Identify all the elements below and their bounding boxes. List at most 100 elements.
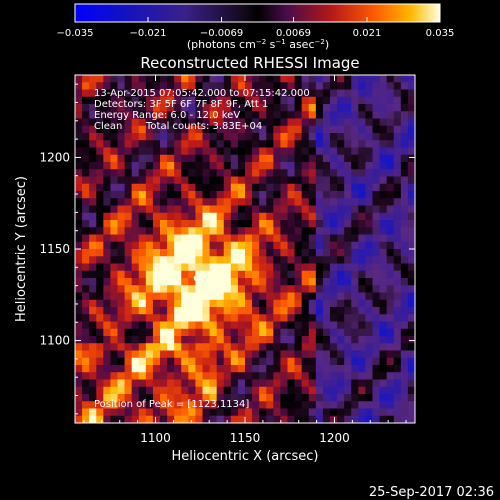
heatmap-cell (174, 205, 182, 214)
heatmap-cell (358, 249, 366, 257)
heatmap-cell (188, 307, 196, 315)
heatmap-cell (365, 140, 373, 148)
heatmap-cell (181, 162, 189, 170)
heatmap-cell (322, 96, 331, 105)
heatmap-cell (393, 96, 402, 105)
heatmap-cell (400, 401, 409, 409)
heatmap-cell (379, 191, 388, 199)
heatmap-cell (145, 299, 154, 308)
heatmap-cell (315, 249, 324, 257)
heatmap-cell (308, 408, 317, 417)
heatmap-cell (294, 169, 303, 177)
heatmap-cell (266, 75, 274, 83)
heatmap-cell (245, 343, 253, 351)
heatmap-cell (138, 365, 147, 373)
heatmap-cell (287, 212, 295, 221)
heatmap-cell (110, 299, 118, 308)
heatmap-cell (89, 343, 97, 351)
heatmap-cell (82, 314, 90, 322)
heatmap-cell (372, 205, 380, 214)
heatmap-cell (160, 379, 168, 388)
heatmap-cell (188, 205, 196, 214)
heatmap-cell (308, 133, 317, 141)
heatmap-cell (124, 292, 133, 301)
heatmap-cell (110, 249, 118, 257)
heatmap-cell (330, 118, 338, 127)
heatmap-cell (245, 162, 253, 170)
heatmap-cell (266, 299, 274, 308)
heatmap-cell (195, 299, 203, 308)
heatmap-cell (322, 307, 331, 315)
heatmap-cell (301, 343, 310, 351)
heatmap-cell (344, 379, 352, 388)
heatmap-cell (393, 140, 402, 148)
heatmap-cell (252, 89, 260, 98)
heatmap-cell (174, 379, 182, 388)
heatmap-cell (103, 169, 111, 177)
heatmap-cell (273, 336, 281, 344)
heatmap-cell (351, 234, 359, 243)
heatmap-cell (386, 249, 395, 257)
heatmap-cell (358, 89, 366, 98)
heatmap-cell (280, 401, 288, 409)
heatmap-cell (301, 270, 310, 279)
heatmap-cell (82, 169, 90, 177)
heatmap-cell (117, 408, 125, 417)
heatmap-cell (181, 343, 189, 351)
heatmap-cell (266, 357, 274, 366)
heatmap-cell (351, 379, 359, 388)
heatmap-cell (216, 394, 225, 402)
heatmap-cell (209, 336, 218, 344)
heatmap-cell (237, 278, 246, 286)
heatmap-cell (393, 241, 402, 250)
heatmap-cell (167, 183, 175, 192)
heatmap-cell (337, 336, 345, 344)
heatmap-cell (273, 350, 281, 359)
heatmap-cell (266, 408, 274, 417)
heatmap-cell (209, 292, 218, 301)
heatmap-cell (145, 82, 154, 90)
heatmap-cell (167, 104, 175, 112)
heatmap-cell (195, 278, 203, 286)
heatmap-cell (351, 357, 359, 366)
heatmap-cell (266, 89, 274, 98)
heatmap-cell (138, 227, 147, 235)
heatmap-cell (315, 220, 324, 228)
heatmap-cell (344, 336, 352, 344)
heatmap-cell (216, 379, 225, 388)
heatmap-cell (266, 162, 274, 170)
heatmap-cell (96, 191, 104, 199)
heatmap-cell (117, 372, 125, 380)
heatmap-cell (75, 176, 83, 185)
heatmap-cell (259, 249, 267, 257)
heatmap-cell (379, 307, 388, 315)
heatmap-cell (124, 75, 133, 83)
heatmap-cell (301, 307, 310, 315)
heatmap-cell (308, 227, 317, 235)
heatmap-cell (365, 292, 373, 301)
heatmap-cell (400, 96, 409, 105)
heatmap-cell (259, 270, 267, 279)
heatmap-cell (379, 350, 388, 359)
heatmap-cell (174, 111, 182, 119)
heatmap-cell (365, 198, 373, 206)
heatmap-cell (344, 394, 352, 402)
heatmap-cell (393, 415, 402, 423)
heatmap-cell (259, 386, 267, 395)
heatmap-cell (337, 104, 345, 112)
heatmap-cell (167, 350, 175, 359)
heatmap-cell (145, 314, 154, 322)
colorbar-gradient (74, 3, 441, 23)
heatmap-cell (245, 234, 253, 243)
heatmap-cell (351, 82, 359, 90)
heatmap-cell (344, 357, 352, 366)
heatmap-cell (252, 234, 260, 243)
heatmap-cell (138, 292, 147, 301)
colorbar-tick-label: 0.0069 (276, 28, 311, 39)
heatmap-cell (301, 82, 310, 90)
heatmap-cell (259, 205, 267, 214)
heatmap-cell (358, 154, 366, 163)
heatmap-cell (322, 111, 331, 119)
heatmap-cell (82, 365, 90, 373)
heatmap-cell (287, 379, 295, 388)
